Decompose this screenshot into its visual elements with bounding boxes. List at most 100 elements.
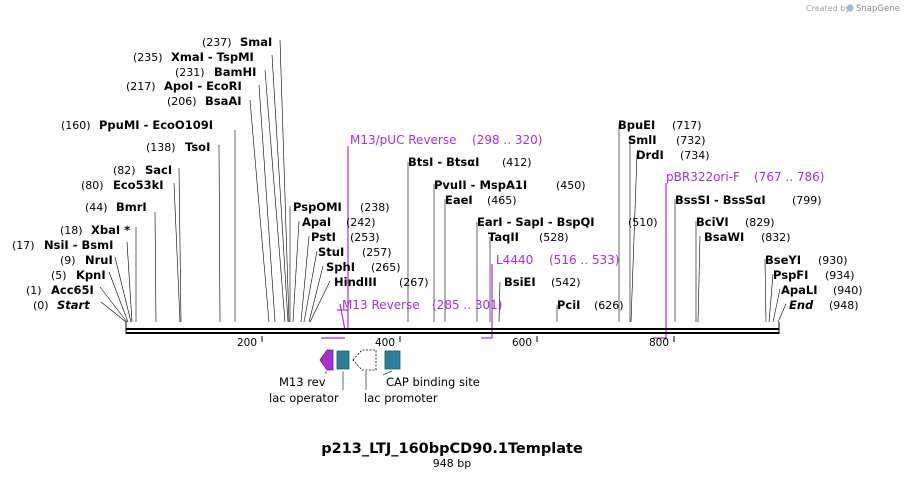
site-name-bcivi: BciVI xyxy=(696,215,729,229)
site-pos: (465) xyxy=(487,194,517,207)
site-name-pspfi: PspFI xyxy=(773,268,808,282)
site-name-tsoi: TsoI xyxy=(185,140,210,154)
site-leader-lines xyxy=(99,39,787,323)
site-name-bsiei: BsiEI xyxy=(504,275,536,289)
site-pos: (235) xyxy=(133,51,163,64)
site-name-acc65i: Acc65I xyxy=(51,283,94,297)
site-name-xbai: XbaI * xyxy=(91,223,130,237)
primer-name-l4440: L4440 xyxy=(496,253,533,267)
ruler-label-200: 200 xyxy=(237,337,257,349)
site-pos: (510) xyxy=(628,216,658,229)
site-pos: (934) xyxy=(825,269,855,282)
snapgene-logo-icon xyxy=(846,4,854,12)
site-pos: (238) xyxy=(360,201,390,214)
site-pos: (5) xyxy=(51,269,67,282)
site-pos: (253) xyxy=(350,231,380,244)
site-name-sphi: SphI xyxy=(326,260,355,274)
site-name-bsaai: BsaAI xyxy=(205,94,242,108)
site-pos: (265) xyxy=(371,261,401,274)
site-pos: (412) xyxy=(502,156,532,169)
site-pos: (930) xyxy=(818,254,848,267)
feature-tick xyxy=(382,370,393,376)
site-name-kpni: KpnI xyxy=(76,268,106,282)
site-pos: (799) xyxy=(792,194,822,207)
site-pos: (542) xyxy=(551,276,581,289)
lac-operator-box xyxy=(336,350,350,370)
site-name-bamhi: BamHI xyxy=(214,65,256,79)
site-name-stui: StuI xyxy=(318,245,344,259)
site-pos: (940) xyxy=(833,284,863,297)
site-pos: (206) xyxy=(167,95,197,108)
site-name-taqii: TaqII xyxy=(488,230,519,244)
site-name-pcii: PciI xyxy=(557,298,580,312)
site-pos: (138) xyxy=(146,141,176,154)
site-labels-right: BpuEI (717) SmlI (732) DrdI (734) BssSI … xyxy=(618,118,863,312)
feature-label-cap-binding-site: CAP binding site xyxy=(386,375,480,389)
site-pos: (450) xyxy=(556,179,586,192)
site-labels-mcs: PspOMI (238) ApaI (242) PstI (253) StuI … xyxy=(293,200,429,289)
site-pos: (948) xyxy=(829,299,859,312)
site-labels-middle: BtsI - BtsαI (412) PvuII - MspA1I (450) … xyxy=(408,155,658,312)
site-name-xmai-tspmi: XmaI - TspMI xyxy=(171,50,254,64)
site-name-pspomi: PspOMI xyxy=(293,200,342,214)
primer-name-m13-reverse: M13 Reverse xyxy=(342,298,420,312)
credit-brand: SnapGene xyxy=(856,4,900,14)
primer-range: (298 .. 320) xyxy=(472,133,542,147)
site-name-nsii-bsmi: NsiI - BsmI xyxy=(44,238,113,252)
site-name-bsawi: BsaWI xyxy=(704,230,744,244)
ruler-label-600: 600 xyxy=(512,337,532,349)
lac-promoter-arrow-icon xyxy=(352,349,377,371)
primer-name-pbr322ori-f: pBR322ori-F xyxy=(666,170,740,184)
site-name-smai: SmaI xyxy=(240,35,272,49)
sequence-backbone xyxy=(125,322,780,334)
site-pos: (231) xyxy=(175,66,205,79)
ruler-label-800: 800 xyxy=(649,337,669,349)
primer-labels: M13/pUC Reverse (298 .. 320) M13 Reverse… xyxy=(342,133,824,312)
features: M13 rev lac operator lac promoter CAP bi… xyxy=(269,349,480,405)
credit-prefix: Created by xyxy=(806,4,850,13)
site-pos: (267) xyxy=(399,276,429,289)
primer-range: (285 .. 301) xyxy=(432,298,502,312)
primer-range: (767 .. 786) xyxy=(754,170,824,184)
cap-binding-site-box xyxy=(384,350,401,370)
site-name-eaei: EaeI xyxy=(445,193,473,207)
site-name-apai: ApaI xyxy=(302,215,331,229)
site-name-end: End xyxy=(789,298,814,312)
ruler: 200 400 600 800 xyxy=(237,336,675,349)
site-pos: (217) xyxy=(126,80,156,93)
site-name-bseyi: BseYI xyxy=(765,253,801,267)
site-name-bpuei: BpuEI xyxy=(618,118,655,132)
site-name-hindiii: HindIII xyxy=(334,275,377,289)
site-name-apoi-ecori: ApoI - EcoRI xyxy=(164,79,242,93)
feature-label-lac-promoter: lac promoter xyxy=(364,391,438,405)
site-pos: (237) xyxy=(202,36,232,49)
site-labels-left: (0) Start (1) Acc65I (5) KpnI (9) NruI (… xyxy=(12,35,272,312)
site-pos: (832) xyxy=(761,231,791,244)
site-name-drdi: DrdI xyxy=(636,148,664,162)
site-name-nrui: NruI xyxy=(85,253,113,267)
site-pos: (626) xyxy=(594,299,624,312)
site-pos: (18) xyxy=(60,224,83,237)
site-name-bmri: BmrI xyxy=(116,200,147,214)
site-pos: (528) xyxy=(539,231,569,244)
map-length: 948 bp xyxy=(433,457,471,470)
site-name-eari-sapi-bspqi: EarI - SapI - BspQI xyxy=(477,215,595,229)
site-name-psti: PstI xyxy=(311,230,336,244)
feature-label-lac-operator: lac operator xyxy=(269,391,339,405)
top-strand xyxy=(126,328,779,330)
site-name-smli: SmlI xyxy=(628,133,657,147)
primer-lines xyxy=(321,146,667,339)
site-pos: (829) xyxy=(745,216,775,229)
site-name-ppumi-ecoo109i: PpuMI - EcoO109I xyxy=(99,118,213,132)
site-name-apali: ApaLI xyxy=(781,283,818,297)
site-name-eco53ki: Eco53kI xyxy=(113,178,164,192)
site-pos: (0) xyxy=(33,299,49,312)
site-pos: (80) xyxy=(81,179,104,192)
site-name-btsi-btsai: BtsI - BtsαI xyxy=(408,155,479,169)
site-name-start: Start xyxy=(57,298,90,312)
site-pos: (732) xyxy=(676,134,706,147)
bottom-strand xyxy=(126,332,779,334)
site-pos: (717) xyxy=(672,119,702,132)
site-name-bsssi-bsssai: BssSI - BssSαI xyxy=(675,193,766,207)
